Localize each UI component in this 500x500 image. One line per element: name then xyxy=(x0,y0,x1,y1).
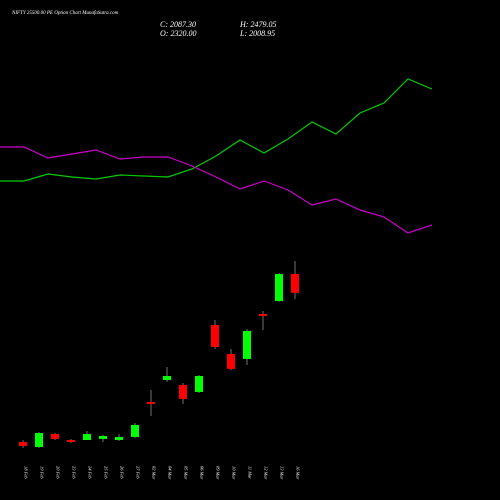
x-tick-label: 02 Mar xyxy=(152,466,157,480)
candle-body xyxy=(227,353,235,369)
high-text: H: 2479.05 xyxy=(239,20,276,29)
x-tick-label: 09 Mar xyxy=(216,466,221,480)
candle-body xyxy=(35,433,43,447)
candle-body xyxy=(83,433,91,440)
x-tick-label: 16 Mar xyxy=(296,466,301,480)
candle-body xyxy=(51,433,59,439)
x-tick-label: 19 Feb xyxy=(40,466,45,479)
x-tick-label: 04 Mar xyxy=(168,466,173,480)
candle-body xyxy=(19,441,27,447)
x-tick-label: 20 Feb xyxy=(56,466,61,479)
x-tick-label: 25 Feb xyxy=(104,466,109,479)
x-tick-label: 23 Feb xyxy=(72,466,77,479)
chart-title: NIFTY 25500.00 PE Option Chart MunafaSut… xyxy=(11,11,119,16)
indicator-line xyxy=(0,146,433,234)
candle-body xyxy=(195,376,203,392)
candle-body xyxy=(115,436,123,440)
candle-body xyxy=(211,324,219,347)
close-text: C: 2087.30 xyxy=(160,20,196,29)
x-tick-label: 26 Feb xyxy=(120,466,125,479)
open-text: O: 2320.00 xyxy=(160,29,196,38)
x-tick-label: 11 Mar xyxy=(248,466,253,479)
indicator-line xyxy=(0,78,433,182)
candle-body xyxy=(99,436,107,439)
candle-body xyxy=(179,384,187,399)
candle-body xyxy=(147,401,155,404)
candle-body xyxy=(163,376,171,380)
candle-body xyxy=(275,273,283,301)
x-tick-label: 13 Mar xyxy=(280,466,285,480)
x-tick-label: 06 Mar xyxy=(200,466,205,480)
candle-body xyxy=(243,330,251,359)
candle-body xyxy=(259,313,267,317)
x-tick-label: 12 Mar xyxy=(264,466,269,480)
x-tick-label: 18 Feb xyxy=(24,466,29,479)
low-text: L: 2008.95 xyxy=(239,29,275,38)
candle-body xyxy=(291,273,299,293)
x-tick-label: 05 Mar xyxy=(184,466,189,480)
x-tick-label: 10 Mar xyxy=(232,466,237,480)
x-tick-label: 24 Feb xyxy=(88,466,93,479)
candle-body xyxy=(67,440,75,442)
x-tick-label: 27 Feb xyxy=(136,466,141,479)
candle-body xyxy=(131,424,139,437)
